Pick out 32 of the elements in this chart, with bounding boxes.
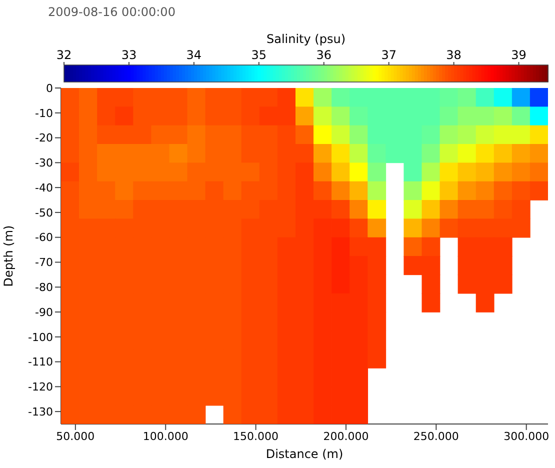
y-tick-label: -10 — [35, 106, 53, 120]
y-tick-label: -40 — [35, 181, 53, 194]
color-bar-label: 35 — [251, 48, 267, 62]
x-tick-label: 100.000 — [142, 430, 188, 443]
y-axis-title: Depth (m) — [1, 225, 16, 287]
color-bar-label: 32 — [56, 48, 72, 62]
x-tick-label: 300.000 — [504, 430, 550, 443]
x-tick-label: 200.000 — [323, 430, 369, 443]
color-bar-label: 36 — [316, 48, 332, 62]
color-bar-title: Salinity (psu) — [266, 32, 346, 46]
color-bar-label: 39 — [511, 48, 526, 62]
x-tick-label: 250.000 — [413, 430, 459, 443]
x-tick-label: 150.000 — [233, 430, 279, 443]
color-bar-label: 38 — [446, 48, 462, 62]
y-tick-label: -130 — [28, 405, 53, 418]
y-tick-label: 0 — [46, 82, 53, 95]
color-bar-label: 37 — [381, 48, 396, 62]
y-tick-label: -120 — [28, 380, 53, 394]
y-tick-label: -100 — [28, 330, 53, 344]
y-tick-label: -30 — [35, 156, 53, 170]
x-axis-title: Distance (m) — [266, 447, 344, 461]
y-tick-label: -110 — [28, 356, 53, 369]
y-tick-label: -80 — [35, 281, 53, 294]
color-bar-label: 34 — [186, 48, 202, 62]
x-tick-label: 50.000 — [56, 430, 95, 443]
y-tick-label: -90 — [35, 306, 53, 319]
chart-title: 2009-08-16 00:00:00 — [48, 5, 176, 19]
y-tick-label: -50 — [35, 206, 53, 220]
y-tick-label: -20 — [35, 132, 53, 145]
color-bar-label: 33 — [121, 48, 137, 62]
y-tick-label: -70 — [35, 256, 53, 270]
y-tick-label: -60 — [35, 231, 53, 244]
